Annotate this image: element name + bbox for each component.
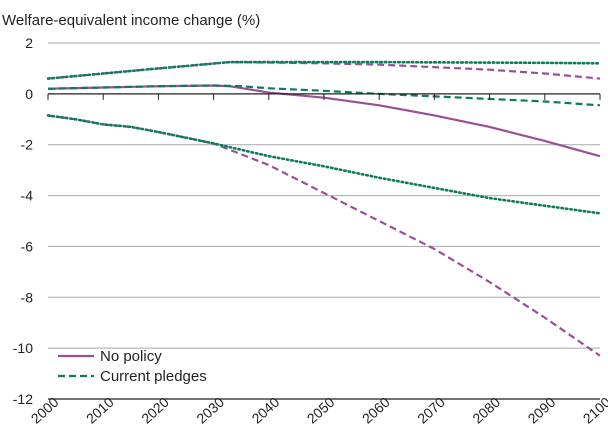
y-tick-label: -4	[21, 188, 34, 204]
legend-label: No policy	[100, 348, 162, 365]
y-tick-label: -12	[13, 391, 33, 407]
y-tick-label: -8	[21, 289, 34, 305]
y-tick-label: 2	[25, 35, 33, 51]
y-tick-label: -6	[21, 238, 34, 254]
y-tick-label: -10	[13, 340, 33, 356]
y-axis-label: Welfare-equivalent income change (%)	[2, 12, 260, 29]
series-line-5	[46, 60, 602, 80]
series-line-4	[47, 84, 601, 107]
series-line-3	[47, 114, 601, 357]
y-tick-label: -2	[21, 137, 34, 153]
legend-label: Current pledges	[100, 368, 207, 385]
series-lines	[46, 60, 602, 357]
y-tick-label: 0	[25, 86, 33, 102]
legend: No policy Current pledges	[58, 348, 207, 385]
series-line-6	[46, 114, 602, 215]
